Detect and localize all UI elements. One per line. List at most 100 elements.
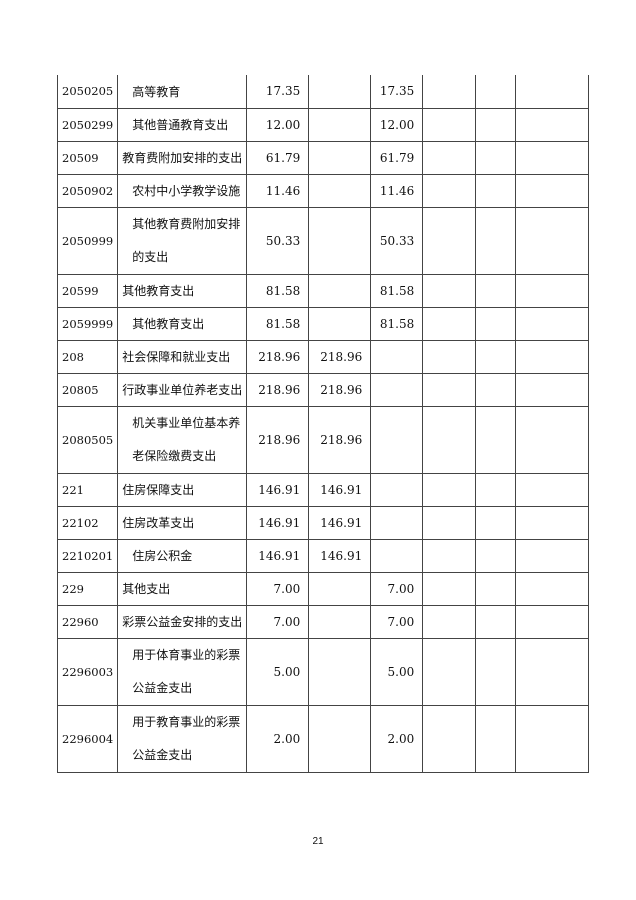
empty-cell (475, 704, 517, 773)
name-cell: 机关事业单位基本养老保险缴费支出 (117, 405, 248, 474)
code-cell: 2296004 (56, 704, 119, 773)
table-row: 22960 彩票公益金安排的支出 7.00 7.00 (56, 604, 590, 639)
empty-cell (515, 273, 590, 308)
total-cell: 11.46 (246, 173, 310, 208)
total-cell: 218.96 (246, 405, 310, 474)
name-cell: 住房改革支出 (117, 505, 248, 540)
empty-cell (515, 704, 590, 773)
code-cell: 20509 (56, 140, 119, 175)
total-cell: 146.91 (246, 538, 310, 573)
total-cell: 50.33 (246, 206, 310, 275)
project-cell (370, 472, 424, 507)
name-cell: 住房公积金 (117, 538, 248, 573)
project-cell: 61.79 (370, 140, 424, 175)
table-row: 2296003 用于体育事业的彩票公益金支出 5.00 5.00 (56, 637, 590, 706)
code-cell: 208 (56, 339, 119, 374)
project-cell (370, 505, 424, 540)
code-cell: 2296003 (56, 637, 119, 706)
empty-cell (475, 372, 517, 407)
empty-cell (422, 637, 477, 706)
basic-cell: 218.96 (308, 339, 372, 374)
basic-cell (308, 571, 372, 606)
basic-cell (308, 306, 372, 341)
expenditure-table: 2050205 高等教育 17.35 17.35 2050299 其他普通教育支出 12.0… (56, 75, 590, 773)
basic-cell (308, 604, 372, 639)
empty-cell (515, 206, 590, 275)
empty-cell (515, 372, 590, 407)
name-cell: 其他支出 (117, 571, 248, 606)
total-cell: 146.91 (246, 472, 310, 507)
project-cell: 81.58 (370, 273, 424, 308)
empty-cell (515, 571, 590, 606)
empty-cell (422, 339, 477, 374)
table-row: 20599 其他教育支出 81.58 81.58 (56, 273, 590, 308)
code-cell: 2059999 (56, 306, 119, 341)
code-cell: 2080505 (56, 405, 119, 474)
basic-cell: 146.91 (308, 472, 372, 507)
table-row: 2080505 机关事业单位基本养老保险缴费支出 218.96 218.96 (56, 405, 590, 474)
basic-cell (308, 140, 372, 175)
empty-cell (475, 206, 517, 275)
empty-cell (422, 140, 477, 175)
table-row: 22102 住房改革支出 146.91 146.91 (56, 505, 590, 540)
project-cell: 50.33 (370, 206, 424, 275)
table-row: 2050205 高等教育 17.35 17.35 (56, 75, 590, 109)
empty-cell (515, 339, 590, 374)
project-cell (370, 405, 424, 474)
empty-cell (515, 405, 590, 474)
empty-cell (475, 306, 517, 341)
total-cell: 7.00 (246, 571, 310, 606)
empty-cell (515, 637, 590, 706)
code-cell: 22102 (56, 505, 119, 540)
project-cell (370, 339, 424, 374)
code-cell: 2050299 (56, 107, 119, 142)
name-cell: 社会保障和就业支出 (117, 339, 248, 374)
table-row: 20805 行政事业单位养老支出 218.96 218.96 (56, 372, 590, 407)
total-cell: 12.00 (246, 107, 310, 142)
empty-cell (422, 571, 477, 606)
name-cell: 高等教育 (117, 75, 248, 109)
code-cell: 2050205 (56, 75, 119, 109)
empty-cell (475, 472, 517, 507)
empty-cell (515, 538, 590, 573)
table-row: 2050902 农村中小学教学设施 11.46 11.46 (56, 173, 590, 208)
empty-cell (422, 107, 477, 142)
empty-cell (422, 206, 477, 275)
empty-cell (422, 704, 477, 773)
code-cell: 22960 (56, 604, 119, 639)
empty-cell (422, 472, 477, 507)
empty-cell (515, 306, 590, 341)
empty-cell (422, 372, 477, 407)
empty-cell (515, 173, 590, 208)
empty-cell (422, 538, 477, 573)
total-cell: 5.00 (246, 637, 310, 706)
table-row: 2210201 住房公积金 146.91 146.91 (56, 538, 590, 573)
project-cell (370, 372, 424, 407)
empty-cell (475, 107, 517, 142)
basic-cell (308, 107, 372, 142)
empty-cell (515, 604, 590, 639)
basic-cell (308, 206, 372, 275)
total-cell: 218.96 (246, 372, 310, 407)
basic-cell: 146.91 (308, 505, 372, 540)
name-cell: 其他教育支出 (117, 306, 248, 341)
table-row: 229 其他支出 7.00 7.00 (56, 571, 590, 606)
basic-cell: 218.96 (308, 372, 372, 407)
empty-cell (422, 604, 477, 639)
name-cell: 用于教育事业的彩票公益金支出 (117, 704, 248, 773)
total-cell: 81.58 (246, 306, 310, 341)
total-cell: 2.00 (246, 704, 310, 773)
code-cell: 2050902 (56, 173, 119, 208)
name-cell: 教育费附加安排的支出 (117, 140, 248, 175)
empty-cell (475, 505, 517, 540)
empty-cell (475, 75, 517, 109)
empty-cell (475, 604, 517, 639)
basic-cell (308, 704, 372, 773)
name-cell: 其他教育支出 (117, 273, 248, 308)
empty-cell (515, 75, 590, 109)
table-row: 2059999 其他教育支出 81.58 81.58 (56, 306, 590, 341)
empty-cell (422, 505, 477, 540)
empty-cell (475, 273, 517, 308)
table-row: 2050299 其他普通教育支出 12.00 12.00 (56, 107, 590, 142)
name-cell: 其他普通教育支出 (117, 107, 248, 142)
